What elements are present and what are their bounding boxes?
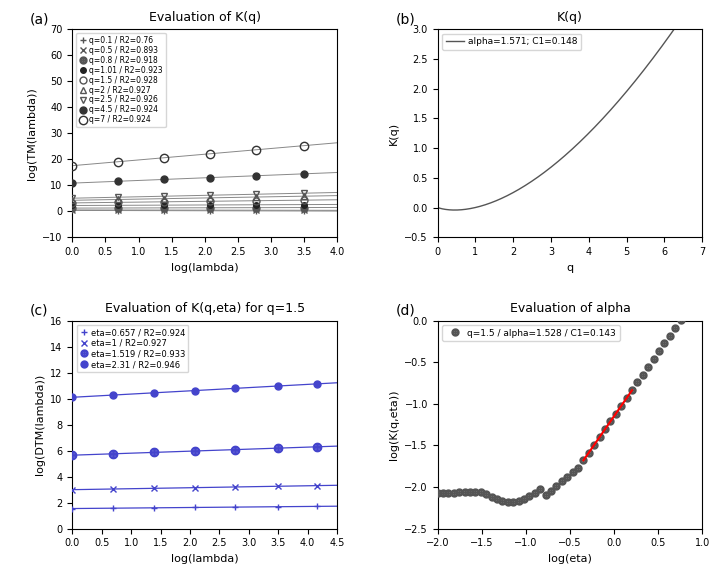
Title: Evaluation of alpha: Evaluation of alpha bbox=[510, 302, 631, 315]
Text: (c): (c) bbox=[30, 304, 49, 318]
Title: Evaluation of K(q,eta) for q=1.5: Evaluation of K(q,eta) for q=1.5 bbox=[105, 302, 305, 315]
Title: Evaluation of K(q): Evaluation of K(q) bbox=[148, 10, 261, 24]
Y-axis label: log(DTM(lambda)): log(DTM(lambda)) bbox=[35, 374, 45, 475]
Legend: eta=0.657 / R2=0.924, eta=1 / R2=0.927, eta=1.519 / R2=0.933, eta=2.31 / R2=0.94: eta=0.657 / R2=0.924, eta=1 / R2=0.927, … bbox=[77, 325, 188, 372]
X-axis label: log(eta): log(eta) bbox=[548, 554, 592, 564]
Text: (a): (a) bbox=[30, 12, 49, 26]
Y-axis label: log(TM(lambda)): log(TM(lambda)) bbox=[27, 87, 37, 180]
Text: (b): (b) bbox=[395, 12, 415, 26]
X-axis label: log(lambda): log(lambda) bbox=[171, 263, 238, 272]
X-axis label: q: q bbox=[566, 263, 573, 272]
Legend: q=0.1 / R2=0.76, q=0.5 / R2=0.893, q=0.8 / R2=0.918, q=1.01 / R2=0.923, q=1.5 / : q=0.1 / R2=0.76, q=0.5 / R2=0.893, q=0.8… bbox=[76, 33, 166, 127]
Text: (d): (d) bbox=[395, 304, 415, 318]
Title: K(q): K(q) bbox=[557, 10, 583, 24]
Legend: q=1.5 / alpha=1.528 / C1=0.143: q=1.5 / alpha=1.528 / C1=0.143 bbox=[442, 325, 620, 341]
Legend: alpha=1.571; C1=0.148: alpha=1.571; C1=0.148 bbox=[442, 34, 581, 50]
X-axis label: log(lambda): log(lambda) bbox=[171, 554, 238, 564]
Y-axis label: log(K(q,eta)): log(K(q,eta)) bbox=[389, 389, 399, 460]
Y-axis label: K(q): K(q) bbox=[389, 121, 399, 145]
